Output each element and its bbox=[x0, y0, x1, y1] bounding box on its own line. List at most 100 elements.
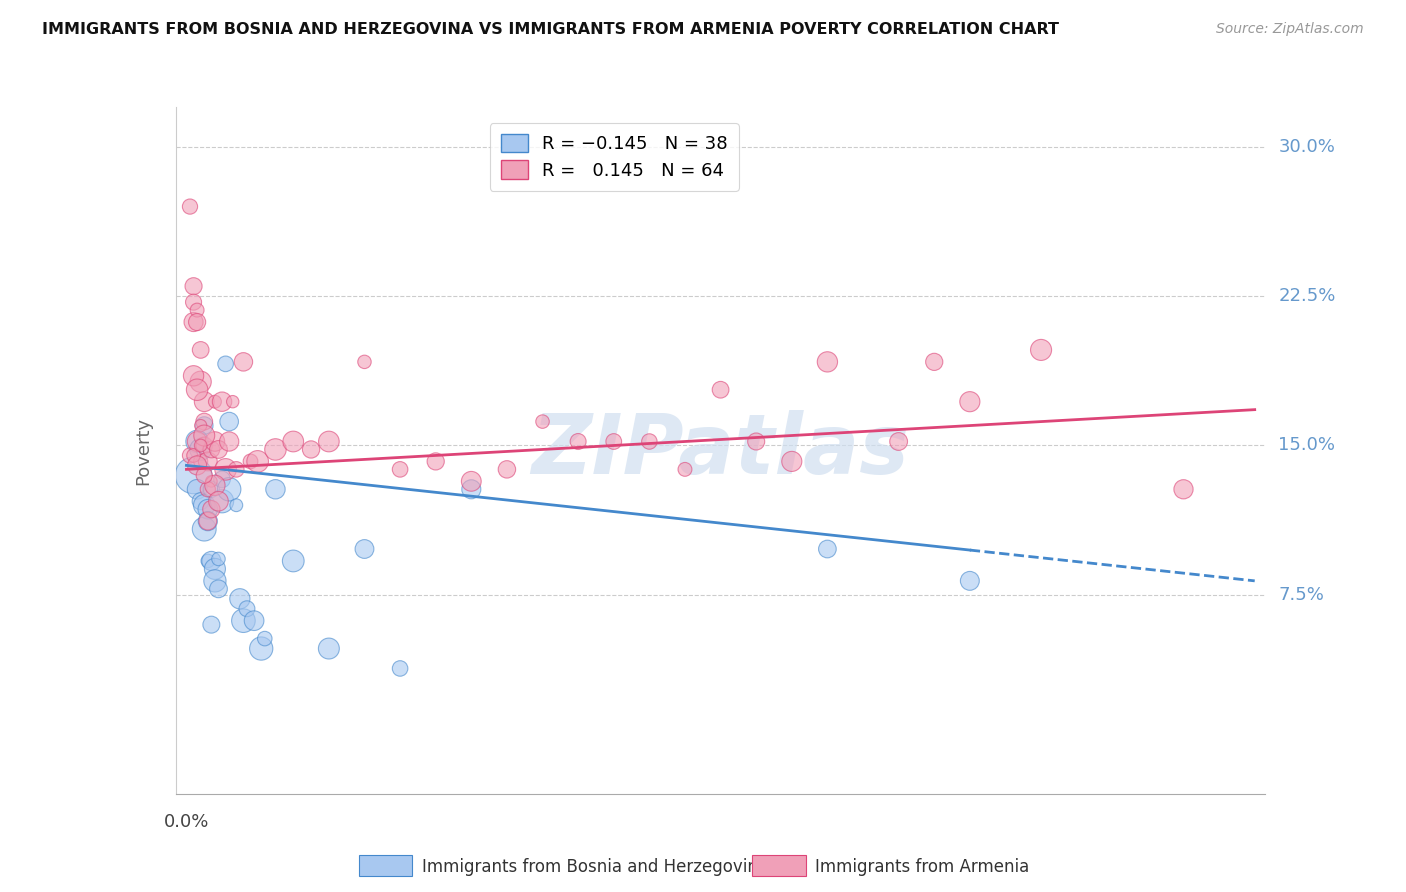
Point bbox=[815, 355, 838, 369]
Point bbox=[815, 541, 838, 556]
Point bbox=[186, 434, 208, 449]
Point bbox=[186, 434, 208, 449]
Point bbox=[211, 472, 233, 486]
Point bbox=[186, 458, 208, 473]
Point bbox=[638, 434, 661, 449]
Point bbox=[264, 483, 287, 497]
Point bbox=[250, 641, 273, 656]
Point bbox=[460, 483, 482, 497]
Point bbox=[283, 554, 305, 568]
Point bbox=[193, 438, 215, 452]
Point bbox=[460, 475, 482, 489]
Point bbox=[193, 522, 215, 536]
Point bbox=[243, 614, 266, 628]
Text: 30.0%: 30.0% bbox=[1278, 138, 1336, 156]
Point bbox=[959, 574, 981, 588]
Point bbox=[183, 468, 205, 483]
Point bbox=[200, 483, 222, 497]
Point bbox=[232, 355, 254, 369]
Point bbox=[710, 383, 733, 397]
Point bbox=[204, 562, 226, 576]
Text: ZIPatlas: ZIPatlas bbox=[531, 410, 910, 491]
Point bbox=[183, 295, 205, 310]
Text: 7.5%: 7.5% bbox=[1278, 586, 1324, 604]
Point bbox=[200, 442, 222, 457]
Point bbox=[200, 502, 222, 516]
Point bbox=[207, 552, 229, 566]
Point bbox=[183, 315, 205, 329]
Point bbox=[190, 454, 212, 468]
Point bbox=[246, 454, 269, 468]
Point bbox=[214, 462, 236, 476]
Point bbox=[299, 442, 322, 457]
Point bbox=[225, 498, 247, 512]
Y-axis label: Poverty: Poverty bbox=[134, 417, 152, 484]
Point bbox=[922, 355, 945, 369]
Point bbox=[190, 494, 212, 508]
Point bbox=[229, 591, 252, 606]
Point bbox=[389, 462, 412, 476]
Text: IMMIGRANTS FROM BOSNIA AND HERZEGOVINA VS IMMIGRANTS FROM ARMENIA POVERTY CORREL: IMMIGRANTS FROM BOSNIA AND HERZEGOVINA V… bbox=[42, 22, 1059, 37]
Point bbox=[232, 614, 254, 628]
Point bbox=[183, 279, 205, 293]
Point bbox=[190, 418, 212, 433]
Point bbox=[197, 554, 219, 568]
Point bbox=[218, 483, 240, 497]
Point bbox=[207, 442, 229, 457]
Point bbox=[193, 394, 215, 409]
Point bbox=[218, 434, 240, 449]
Point bbox=[1173, 483, 1195, 497]
Text: 15.0%: 15.0% bbox=[1278, 436, 1336, 455]
Legend: R = −0.145   N = 38, R =   0.145   N = 64: R = −0.145 N = 38, R = 0.145 N = 64 bbox=[489, 123, 738, 191]
Point bbox=[218, 415, 240, 429]
Point bbox=[531, 415, 554, 429]
Point bbox=[186, 315, 208, 329]
Text: Source: ZipAtlas.com: Source: ZipAtlas.com bbox=[1216, 22, 1364, 37]
Point bbox=[567, 434, 589, 449]
Point bbox=[197, 514, 219, 528]
Point bbox=[253, 632, 276, 646]
Point bbox=[239, 454, 262, 468]
Point bbox=[225, 462, 247, 476]
Point bbox=[353, 355, 375, 369]
Point bbox=[186, 383, 208, 397]
Point bbox=[389, 661, 412, 675]
Point bbox=[264, 442, 287, 457]
Point bbox=[318, 641, 340, 656]
Point bbox=[186, 303, 208, 318]
Point bbox=[204, 478, 226, 492]
Point bbox=[193, 415, 215, 429]
Point bbox=[204, 574, 226, 588]
Point bbox=[236, 601, 259, 615]
Point bbox=[193, 418, 215, 433]
Point bbox=[197, 514, 219, 528]
Point bbox=[190, 442, 212, 457]
Point bbox=[211, 494, 233, 508]
Text: Immigrants from Bosnia and Herzegovina: Immigrants from Bosnia and Herzegovina bbox=[422, 858, 768, 876]
Point bbox=[204, 394, 226, 409]
Point bbox=[207, 494, 229, 508]
Point bbox=[197, 483, 219, 497]
Point bbox=[211, 394, 233, 409]
Point bbox=[197, 454, 219, 468]
Point bbox=[190, 375, 212, 389]
Point bbox=[887, 434, 910, 449]
Point bbox=[190, 343, 212, 357]
Text: 0.0%: 0.0% bbox=[163, 814, 209, 831]
Point bbox=[603, 434, 626, 449]
Point bbox=[425, 454, 447, 468]
Point bbox=[959, 394, 981, 409]
Point bbox=[204, 434, 226, 449]
Point bbox=[222, 394, 245, 409]
Point bbox=[496, 462, 519, 476]
Point bbox=[183, 368, 205, 383]
Point bbox=[318, 434, 340, 449]
Point bbox=[207, 582, 229, 596]
Point bbox=[1029, 343, 1052, 357]
Point bbox=[200, 617, 222, 632]
Point bbox=[183, 449, 205, 463]
Point bbox=[193, 428, 215, 442]
Point bbox=[673, 462, 696, 476]
Text: 22.5%: 22.5% bbox=[1278, 287, 1336, 305]
Point bbox=[190, 438, 212, 452]
